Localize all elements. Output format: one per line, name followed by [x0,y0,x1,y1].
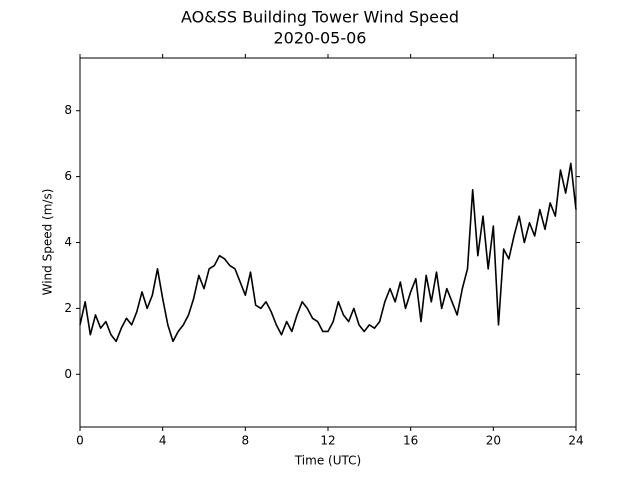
y-axis-label: Wind Speed (m/s) [41,189,55,296]
y-tick-label: 6 [64,169,72,183]
y-tick-label: 0 [64,367,72,381]
x-tick-label: 20 [486,434,501,448]
x-tick-label: 4 [159,434,167,448]
x-tick-label: 12 [320,434,335,448]
line [79,162,577,343]
x-tick-label: 0 [76,434,84,448]
y-tick-label: 8 [64,103,72,117]
chart-title: AO&SS Building Tower Wind Speed [181,8,459,27]
x-axis-label: Time (UTC) [294,454,361,468]
y-tick-label: 2 [64,301,72,315]
x-tick-label: 16 [403,434,418,448]
y-tick-label: 4 [64,235,72,249]
x-tick-label: 8 [242,434,250,448]
x-tick-label: 24 [568,434,583,448]
chart-subtitle: 2020-05-06 [274,29,367,48]
plot-frame [79,57,577,428]
